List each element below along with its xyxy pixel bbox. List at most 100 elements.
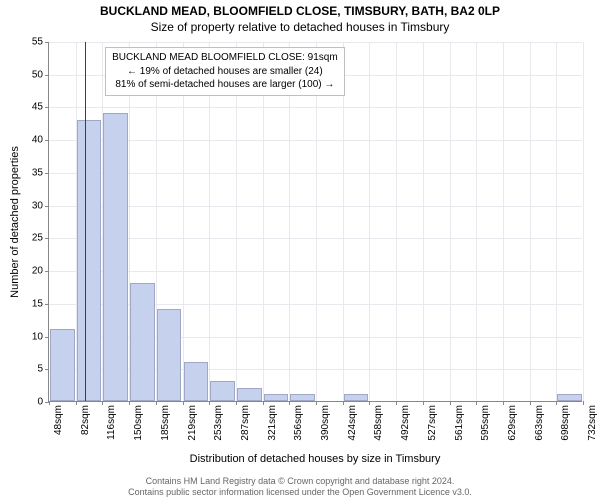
legend-line3: 81% of semi-detached houses are larger (… [112,78,338,92]
footer-line2: Contains public sector information licen… [0,487,600,498]
vgrid-line [316,42,317,401]
legend-box: BUCKLAND MEAD BLOOMFIELD CLOSE: 91sqm← 1… [105,47,345,96]
xtick-mark [236,401,237,405]
vgrid-line [396,42,397,401]
vgrid-line [289,42,290,401]
xtick-mark [102,401,103,405]
vgrid-line [369,42,370,401]
vgrid-line [263,42,264,401]
xtick-mark [530,401,531,405]
footer: Contains HM Land Registry data © Crown c… [0,476,600,499]
xtick-mark [503,401,504,405]
histogram-bar [557,394,582,401]
xtick-mark [156,401,157,405]
xtick-label: 219sqm [187,405,198,441]
vgrid-line [183,42,184,401]
histogram-bar [103,113,128,401]
y-axis-title-text: Number of detached properties [9,146,21,298]
ytick-mark [45,304,49,305]
xtick-mark [343,401,344,405]
ytick-mark [45,206,49,207]
xtick-label: 732sqm [587,405,598,441]
ytick-label: 40 [32,135,43,146]
ytick-label: 5 [37,364,43,375]
xtick-label: 698sqm [560,405,571,441]
xtick-mark [263,401,264,405]
ytick-label: 10 [32,331,43,342]
xtick-mark [450,401,451,405]
ytick-label: 25 [32,233,43,244]
histogram-bar [157,309,182,401]
xtick-mark [423,401,424,405]
histogram-bar [184,362,209,401]
xtick-mark [583,401,584,405]
xtick-mark [76,401,77,405]
xtick-label: 48sqm [53,405,64,435]
xtick-label: 527sqm [427,405,438,441]
ytick-label: 0 [37,397,43,408]
xtick-label: 663sqm [534,405,545,441]
histogram-bar [50,329,75,401]
xtick-label: 424sqm [347,405,358,441]
ytick-mark [45,271,49,272]
legend-line2: ← 19% of detached houses are smaller (24… [112,65,338,79]
xtick-label: 561sqm [454,405,465,441]
xtick-mark [289,401,290,405]
histogram-bar [237,388,262,401]
xtick-mark [556,401,557,405]
footer-line1: Contains HM Land Registry data © Crown c… [0,476,600,487]
ytick-mark [45,238,49,239]
vgrid-line [503,42,504,401]
xtick-label: 629sqm [507,405,518,441]
histogram-bar [77,120,102,401]
ytick-mark [45,75,49,76]
vgrid-line [343,42,344,401]
ytick-mark [45,140,49,141]
vgrid-line [450,42,451,401]
xtick-mark [183,401,184,405]
vgrid-line [583,42,584,401]
xtick-label: 253sqm [213,405,224,441]
vgrid-line [209,42,210,401]
ytick-mark [45,42,49,43]
title-sub: Size of property relative to detached ho… [0,20,600,34]
xtick-mark [369,401,370,405]
ytick-label: 20 [32,266,43,277]
xtick-label: 390sqm [320,405,331,441]
xtick-label: 82sqm [80,405,91,435]
vgrid-line [423,42,424,401]
chart-titles: BUCKLAND MEAD, BLOOMFIELD CLOSE, TIMSBUR… [0,0,600,34]
ytick-mark [45,107,49,108]
histogram-bar [290,394,315,401]
histogram-bar [344,394,369,401]
ytick-label: 15 [32,298,43,309]
plot-area: 051015202530354045505548sqm82sqm116sqm15… [48,42,582,402]
xtick-mark [396,401,397,405]
xtick-label: 492sqm [400,405,411,441]
ytick-label: 35 [32,167,43,178]
vgrid-line [476,42,477,401]
ytick-mark [45,337,49,338]
xtick-mark [316,401,317,405]
xtick-label: 150sqm [133,405,144,441]
marker-line [85,42,86,401]
histogram-bar [210,381,235,401]
ytick-label: 30 [32,200,43,211]
xtick-mark [209,401,210,405]
xtick-label: 321sqm [267,405,278,441]
histogram-bar [264,394,289,401]
ytick-label: 55 [32,37,43,48]
legend-line1: BUCKLAND MEAD BLOOMFIELD CLOSE: 91sqm [112,51,338,65]
vgrid-line [556,42,557,401]
ytick-label: 45 [32,102,43,113]
ytick-mark [45,173,49,174]
chart-area: 051015202530354045505548sqm82sqm116sqm15… [48,42,582,402]
histogram-bar [130,283,155,401]
xtick-label: 116sqm [106,405,117,440]
vgrid-line [530,42,531,401]
xtick-label: 287sqm [240,405,251,441]
y-axis-title: Number of detached properties [8,42,22,402]
ytick-label: 50 [32,69,43,80]
xtick-label: 595sqm [480,405,491,441]
xtick-label: 356sqm [293,405,304,441]
